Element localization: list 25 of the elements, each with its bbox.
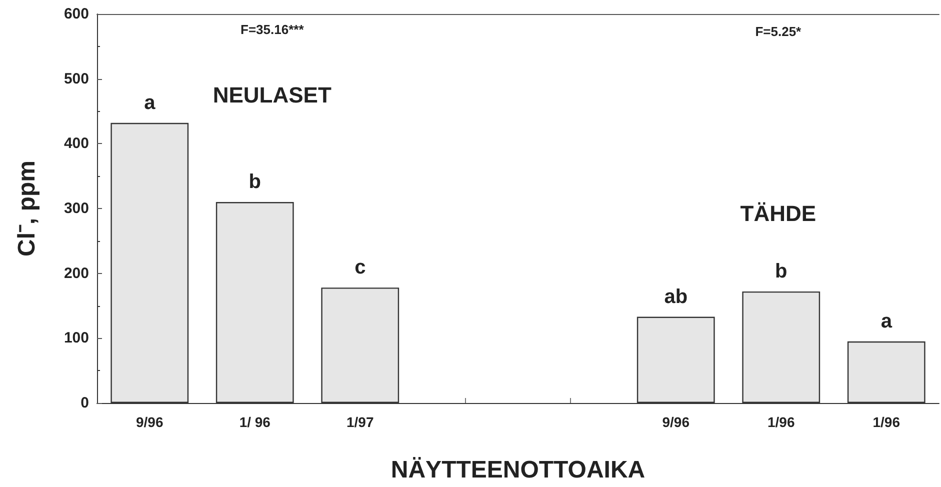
y-tick-label: 0 (80, 394, 89, 412)
x-tick-label: 9/96 (662, 414, 690, 430)
y-tick-label: 100 (64, 330, 89, 347)
y-tick-label: 300 (64, 200, 89, 217)
data-label: c (354, 256, 366, 279)
x-axis-title: NÄYTTEENOTTOAIKA (390, 456, 646, 484)
annotation: F=35.16*** (240, 22, 305, 38)
annotation: NEULASET (212, 82, 332, 108)
data-label: a (880, 310, 893, 332)
annotation: F=5.25* (755, 24, 802, 40)
data-label: ab (664, 286, 688, 308)
y-tick-label: 400 (64, 135, 89, 152)
x-tick-label: 1/96 (768, 414, 795, 430)
y-tick-label: 200 (64, 264, 89, 282)
y-tick-label: 600 (64, 6, 89, 22)
y-tick-label: 500 (64, 70, 89, 88)
y-axis-title: Cl⁻, ppm (14, 160, 40, 256)
data-label: b (248, 171, 261, 194)
data-label: b (775, 260, 788, 282)
annotation: TÄHDE (740, 200, 816, 226)
x-tick-label: 9/96 (136, 414, 164, 430)
x-tick-label: 1/96 (872, 414, 900, 430)
x-tick-label: 1/97 (346, 414, 374, 430)
data-label: a (144, 92, 156, 114)
x-tick-label: 1/ 96 (239, 414, 271, 430)
